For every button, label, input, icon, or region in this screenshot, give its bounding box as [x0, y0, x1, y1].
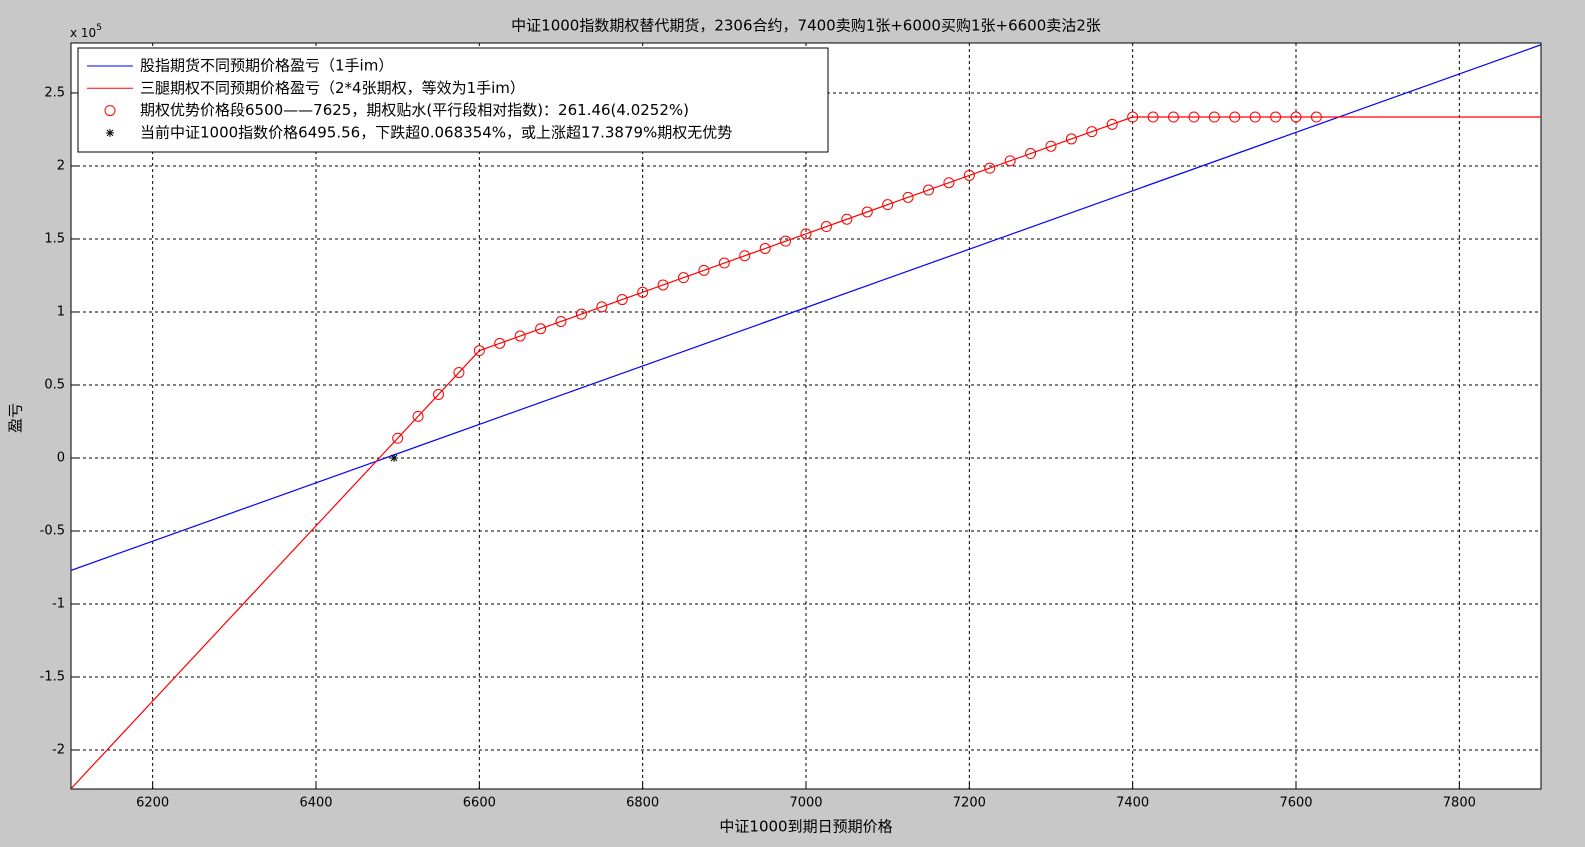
y-tick-label: -0.5 — [40, 523, 65, 538]
y-tick-label: 0 — [57, 450, 65, 465]
y-tick-label: 2 — [57, 158, 65, 173]
legend-label: 当前中证1000指数价格6495.56，下跌超0.068354%，或上涨超17.… — [140, 123, 732, 141]
point-marker — [555, 315, 567, 327]
point-marker — [1065, 133, 1077, 145]
point-marker — [841, 213, 853, 225]
x-tick-label: 6800 — [626, 796, 659, 811]
point-marker — [820, 221, 832, 233]
x-tick-label: 6400 — [299, 796, 332, 811]
y-axis-label: 盈亏 — [7, 403, 25, 433]
y-tick-label: -1 — [52, 596, 65, 611]
series-line — [71, 116, 1541, 789]
marks — [71, 44, 1541, 789]
point-marker — [1025, 148, 1037, 160]
y-tick-label: 0.5 — [44, 377, 65, 392]
point-marker — [902, 191, 914, 203]
point-marker — [1147, 111, 1159, 123]
point-marker — [1208, 111, 1220, 123]
point-marker — [494, 337, 506, 349]
point-marker — [698, 264, 710, 276]
point-marker — [923, 184, 934, 196]
point-marker — [392, 432, 404, 444]
point-marker — [718, 257, 730, 269]
y-tick-label: -1.5 — [40, 670, 65, 685]
point-marker — [596, 301, 608, 313]
x-tick-label: 7200 — [953, 796, 986, 811]
point-marker — [759, 242, 771, 254]
legend-label: 股指期货不同预期价格盈亏（1手im） — [140, 57, 393, 75]
star-stroke — [390, 454, 398, 462]
y-multiplier-base: x 10 — [70, 26, 96, 40]
y-multiplier: x 105 — [70, 23, 102, 40]
point-marker — [1106, 118, 1118, 130]
x-tick-label: 6200 — [136, 796, 169, 811]
series-line — [71, 44, 1541, 571]
star-marker — [106, 128, 114, 137]
point-marker — [800, 228, 812, 240]
point-marker — [657, 279, 669, 291]
point-marker — [984, 162, 996, 174]
point-marker — [1188, 111, 1200, 123]
y-tick-label: 1 — [57, 304, 65, 319]
point-marker — [1290, 111, 1302, 123]
point-marker — [473, 345, 485, 357]
x-tick-label: 7600 — [1279, 796, 1312, 811]
point-marker — [453, 367, 465, 379]
point-marker — [616, 294, 628, 306]
point-marker — [963, 169, 975, 181]
legend-swatch — [104, 105, 116, 117]
point-marker — [1229, 111, 1241, 123]
point-marker — [739, 250, 751, 262]
y-tick-label: 2.5 — [44, 85, 65, 100]
legend-label: 期权优势价格段6500——7625，期权贴水(平行段相对指数)：261.46(4… — [140, 101, 689, 119]
point-marker — [678, 272, 689, 284]
y-tick-label: 1.5 — [44, 231, 65, 246]
x-tick-label: 6600 — [463, 796, 496, 811]
point-marker — [1310, 111, 1322, 123]
point-marker — [433, 388, 444, 400]
point-marker — [1086, 126, 1098, 138]
y-multiplier-exponent: 5 — [96, 23, 102, 33]
point-marker — [575, 308, 587, 320]
point-marker — [882, 199, 894, 211]
point-marker — [780, 235, 792, 247]
point-marker — [1168, 111, 1179, 123]
point-marker — [1127, 111, 1139, 123]
legend: 股指期货不同预期价格盈亏（1手im） 三腿期权不同预期价格盈亏（2*4张期权，等效… — [77, 47, 829, 153]
point-marker — [861, 206, 873, 218]
chart-title: 中证1000指数期权替代期货，2306合约，7400卖购1张+6000买购1张+… — [511, 17, 1101, 35]
point-marker — [1270, 111, 1282, 123]
star-marker — [390, 453, 399, 462]
point-marker — [535, 323, 547, 335]
point-marker — [1249, 111, 1261, 123]
x-tick-label: 7800 — [1443, 796, 1476, 811]
point-marker — [514, 330, 526, 342]
legend-label: 三腿期权不同预期价格盈亏（2*4张期权，等效为1手im） — [140, 79, 525, 97]
grid: 6200 6400 6600 6800 7000 7200 7400 7600 7800 -2 -1… — [40, 43, 1541, 811]
point-marker — [943, 177, 955, 189]
y-tick-label: -2 — [52, 743, 65, 758]
x-tick-label: 7000 — [789, 796, 822, 811]
point-marker — [412, 410, 424, 422]
point-marker — [1004, 155, 1016, 167]
point-marker — [637, 286, 649, 298]
x-axis-label: 中证1000到期日预期价格 — [719, 818, 892, 836]
point-marker — [1045, 140, 1057, 152]
x-tick-label: 7400 — [1116, 796, 1149, 811]
star-stroke — [106, 129, 114, 137]
legend-box — [77, 47, 829, 153]
